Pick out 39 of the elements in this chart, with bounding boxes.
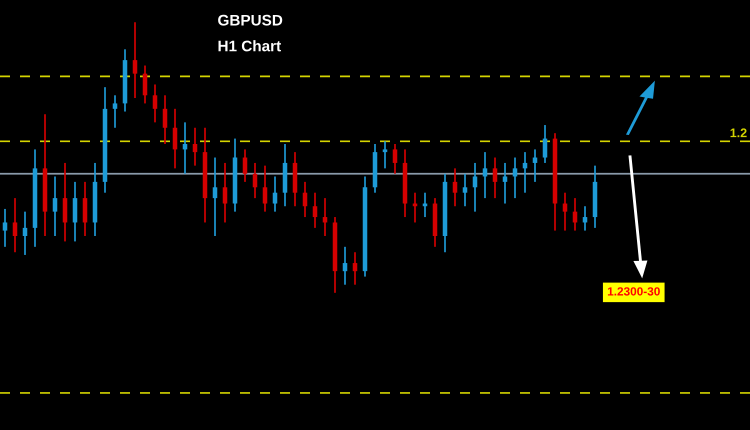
candlestick: [462, 172, 468, 208]
candlestick: [482, 151, 488, 199]
candlestick: [532, 148, 538, 183]
text: H1 Chart: [218, 40, 281, 52]
candlestick: [412, 192, 418, 224]
candlestick: [272, 176, 278, 212]
candlestick: [252, 162, 258, 199]
candlestick: [152, 84, 158, 124]
candlestick: [562, 192, 568, 232]
candlestick: [302, 181, 308, 218]
candlestick: [582, 205, 588, 232]
candlestick: [382, 140, 388, 170]
candlestick: [492, 156, 498, 199]
candlestick: [2, 208, 8, 248]
candlestick: [352, 251, 358, 286]
candlestick: [262, 164, 268, 212]
chart-title: GBPUSD: [218, 14, 282, 26]
candlestick: [112, 94, 118, 129]
candlestick: [192, 126, 198, 166]
candlestick: [342, 246, 348, 286]
candlestick: [52, 176, 58, 237]
candlestick: [572, 197, 578, 232]
candlestick: [172, 108, 178, 170]
text: 1.2300-30: [608, 287, 660, 296]
candlestick: [132, 21, 138, 99]
candlestick: [212, 156, 218, 237]
candlestick: [392, 143, 398, 175]
candlestick: [522, 151, 528, 194]
candlestick: [502, 162, 508, 204]
candlestick: [322, 197, 328, 237]
candlestick: [12, 197, 18, 254]
candlestick: [472, 162, 478, 212]
candlestick: [182, 122, 188, 175]
candlestick: [242, 148, 248, 183]
candlestick: [512, 156, 518, 199]
candlestick: [22, 210, 28, 256]
candlestick: [312, 192, 318, 229]
candlestick: [142, 64, 148, 104]
text: 1.2: [730, 128, 747, 138]
